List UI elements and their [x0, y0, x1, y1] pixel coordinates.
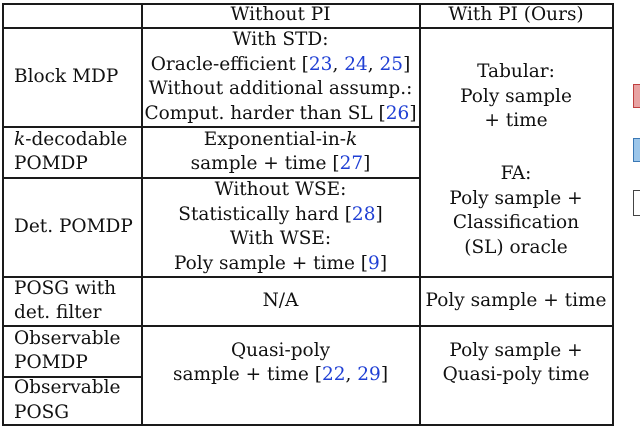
rule-header	[2, 27, 614, 29]
text-line: sample + time [27]	[190, 153, 371, 174]
text-line: Poly sample +	[449, 339, 583, 361]
text-line: Poly sample +	[449, 187, 583, 209]
text-line: det. filter	[14, 302, 102, 323]
rule-row2	[2, 177, 420, 179]
rule-col1	[141, 3, 143, 426]
observable-with-pi: Poly sample + Quasi-poly time	[420, 326, 612, 400]
text-line: + time	[484, 110, 548, 131]
text-line: Observable	[14, 377, 121, 398]
header-with-pi: With PI (Ours)	[448, 3, 584, 25]
text-line: Poly sample + time [9]	[173, 252, 388, 274]
text-line: With WSE:	[229, 228, 332, 249]
text-line: (SL) oracle	[464, 236, 568, 258]
text-line: Oracle-efficient [23, 24, 25]	[150, 53, 411, 75]
rule-bottom	[2, 424, 614, 426]
rule-col2	[419, 3, 421, 426]
citation-link[interactable]: 25	[379, 53, 404, 75]
rule-row5	[2, 376, 141, 378]
citation-link[interactable]: 26	[385, 102, 410, 124]
citation-link[interactable]: 27	[339, 153, 364, 174]
text-line: POSG	[14, 401, 70, 423]
text-line: Observable	[14, 327, 121, 349]
posg-filter-without-pi: N/A	[262, 289, 299, 311]
text-line: Quasi-poly time	[442, 364, 590, 385]
rule-row3	[2, 276, 614, 278]
row-label-k-decodable: k-decodable POMDP	[2, 127, 153, 177]
row-label-det-pomdp: Det. POMDP	[14, 215, 133, 237]
citation-link[interactable]: 9	[368, 252, 380, 274]
text-line: sample + time [22, 29]	[172, 364, 389, 385]
text-line: Comput. harder than SL [26]	[144, 102, 417, 124]
citation-link[interactable]: 22	[321, 364, 346, 385]
text-line: FA:	[500, 163, 532, 184]
text-line: Statistically hard [28]	[178, 203, 383, 225]
text-line: k-decodable	[14, 128, 128, 150]
text-line: Exponential-in-k	[203, 128, 358, 150]
citation-link[interactable]: 24	[344, 53, 368, 75]
k-decodable-without-pi: Exponential-in-k sample + time [27]	[142, 127, 419, 177]
text-line: Without additional assump.:	[148, 78, 413, 99]
text-line: Poly sample	[460, 85, 572, 107]
partial-red-swatch	[633, 84, 640, 108]
text-line: POMDP	[14, 153, 88, 174]
header-without-pi: Without PI	[230, 3, 331, 25]
det-pomdp-without-pi: Without WSE: Statistically hard [28] Wit…	[142, 178, 419, 276]
text-line: Quasi-poly	[230, 339, 331, 361]
row-label-block-mdp: Block MDP	[14, 65, 119, 87]
row-label-observable-posg: Observable POSG	[2, 377, 153, 424]
text-line: With STD:	[232, 29, 329, 50]
with-pi-upper-cell: Tabular: Poly sample + time FA: Poly sam…	[420, 60, 612, 260]
rule-row4	[2, 325, 614, 327]
row-label-posg-filter: POSG with det. filter	[2, 277, 153, 325]
row-label-observable-pomdp: Observable POMDP	[2, 326, 153, 376]
block-mdp-without-pi: With STD: Oracle-efficient [23, 24, 25] …	[142, 28, 419, 126]
rule-top	[2, 3, 614, 5]
observable-without-pi: Quasi-poly sample + time [22, 29]	[142, 326, 419, 400]
partial-blue-swatch	[633, 138, 640, 162]
text-line: POSG with	[14, 277, 117, 299]
rule-row1	[2, 126, 420, 128]
text-line: Classification	[452, 212, 580, 233]
rule-left	[2, 3, 4, 426]
citation-link[interactable]: 28	[351, 203, 376, 225]
partial-outline-box	[633, 190, 640, 216]
posg-filter-with-pi: Poly sample + time	[425, 289, 607, 311]
rule-right	[612, 3, 614, 426]
citation-link[interactable]: 23	[308, 53, 333, 75]
text-line: POMDP	[14, 352, 88, 373]
text-line: Without WSE:	[214, 179, 347, 200]
text-line: Tabular:	[477, 61, 555, 82]
citation-link[interactable]: 29	[357, 364, 381, 385]
